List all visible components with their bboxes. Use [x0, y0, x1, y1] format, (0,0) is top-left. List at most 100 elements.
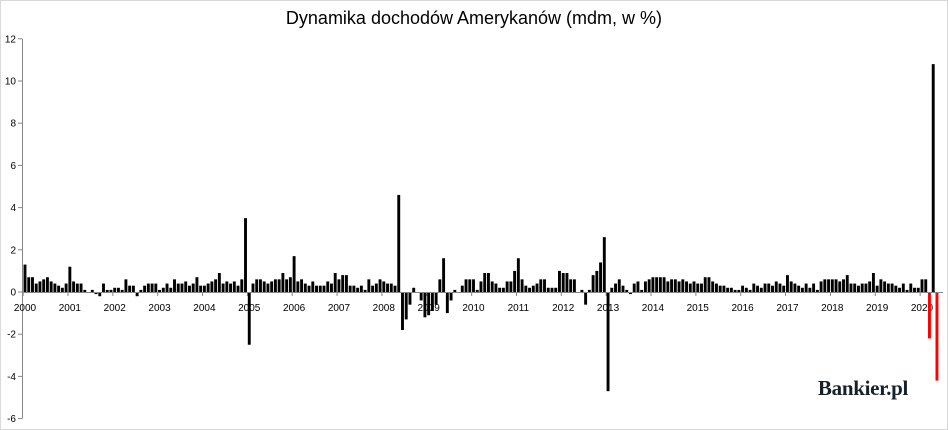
bar-2001-11 [105, 289, 109, 292]
bar-2005-03 [255, 279, 259, 292]
y-tick-label: 12 [5, 34, 17, 45]
bar-2004-10 [236, 285, 240, 292]
bar-2001-12 [109, 289, 113, 292]
bar-2016-06 [759, 287, 763, 292]
bar-2000-12 [64, 283, 68, 292]
bankier-logo: Bankier.pl [806, 373, 920, 404]
y-tick-label: 4 [10, 203, 16, 214]
bar-2001-01 [68, 266, 72, 292]
bar-2011-05 [531, 285, 535, 292]
bar-2014-08 [677, 281, 681, 292]
bar-2003-03 [165, 283, 169, 292]
bar-2003-06 [176, 283, 180, 292]
bar-2010-06 [490, 281, 494, 292]
bar-2019-06 [894, 285, 898, 292]
bar-2001-08 [94, 292, 98, 295]
bar-2010-12 [513, 270, 517, 292]
bar-2006-01 [292, 256, 296, 292]
bar-2006-07 [315, 285, 318, 292]
bar-2008-09 [412, 287, 416, 292]
x-tick-label: 2006 [283, 303, 306, 314]
bar-2001-05 [83, 289, 87, 292]
bar-2007-04 [348, 285, 352, 292]
bar-2012-01 [561, 273, 565, 292]
bar-2000-04 [34, 283, 38, 292]
bar-2000-11 [60, 287, 64, 292]
bar-2005-12 [288, 277, 292, 292]
bar-2002-05 [128, 285, 132, 292]
bar-2015-09 [726, 287, 730, 292]
y-tick-label: 8 [10, 119, 16, 130]
bar-2012-04 [572, 279, 576, 292]
bar-2007-08 [363, 289, 367, 292]
x-tick-label: 2012 [552, 303, 575, 314]
y-tick-label: -2 [7, 330, 16, 341]
bar-2000-06 [42, 279, 46, 292]
bar-2014-06 [670, 279, 674, 292]
y-tick-label: -4 [7, 372, 16, 383]
bar-2007-12 [378, 279, 382, 292]
bar-2008-05 [397, 194, 401, 292]
bar-2009-06 [445, 292, 449, 314]
bar-2020-05 [935, 292, 939, 381]
bar-2005-01 [247, 292, 251, 345]
bar-2013-06 [625, 289, 629, 292]
bar-2015-12 [737, 289, 741, 292]
chart-title: Dynamika dochodów Amerykanów (mdm, w %) [285, 8, 663, 28]
bar-2013-05 [621, 285, 625, 292]
bar-2004-01 [202, 285, 206, 292]
bar-2001-10 [102, 283, 105, 292]
bar-2012-06 [580, 289, 584, 292]
bar-2014-02 [655, 277, 659, 292]
bar-2009-08 [453, 289, 457, 292]
bar-2012-07 [584, 292, 588, 305]
x-tick-label: 2019 [866, 303, 889, 314]
bar-2012-11 [599, 262, 603, 292]
bar-2008-02 [386, 283, 389, 292]
bar-2014-07 [673, 279, 677, 292]
bar-2002-06 [131, 285, 135, 292]
bar-2017-06 [804, 283, 808, 292]
bar-2008-11 [419, 292, 423, 301]
bar-2017-02 [789, 281, 793, 292]
bar-2013-07 [629, 292, 632, 295]
bar-2012-02 [565, 273, 569, 292]
bar-series [22, 64, 943, 392]
bar-2004-09 [232, 281, 236, 292]
bar-2016-01 [741, 285, 745, 292]
bar-2001-03 [75, 283, 79, 292]
y-tick-label: 2 [10, 245, 16, 256]
bar-2003-04 [169, 287, 173, 292]
bar-2016-02 [744, 287, 748, 292]
bar-2002-07 [135, 292, 139, 297]
bar-2009-07 [449, 292, 453, 301]
bar-2017-11 [823, 279, 827, 292]
bar-2016-11 [778, 283, 782, 292]
bar-2008-06 [401, 292, 404, 330]
bar-2007-11 [374, 283, 378, 292]
bar-2005-11 [285, 279, 289, 292]
bar-2011-03 [524, 285, 528, 292]
bar-2014-10 [685, 281, 688, 292]
y-tick-label: 0 [10, 288, 16, 299]
bar-2019-02 [879, 279, 883, 292]
bar-2015-01 [696, 283, 700, 292]
bar-2017-05 [800, 287, 804, 292]
bar-2006-02 [296, 281, 300, 292]
bar-2001-07 [90, 289, 94, 292]
bar-2000-03 [31, 277, 34, 292]
bar-2018-05 [845, 275, 849, 292]
bar-2009-01 [427, 292, 431, 316]
x-tick-label: 2018 [821, 303, 844, 314]
bar-2018-01 [830, 279, 834, 292]
bar-2005-02 [251, 283, 255, 292]
y-axis-tick-labels: -6 -4 -2 0 2 4 6 8 10 12 [5, 34, 17, 425]
bar-2019-05 [890, 283, 894, 292]
bar-2014-05 [666, 281, 670, 292]
bar-2000-07 [45, 277, 49, 292]
x-tick-label: 2010 [462, 303, 485, 314]
bar-2013-04 [617, 279, 621, 292]
bar-2004-06 [221, 283, 225, 292]
bar-2014-12 [692, 281, 696, 292]
bar-2013-03 [614, 283, 617, 292]
